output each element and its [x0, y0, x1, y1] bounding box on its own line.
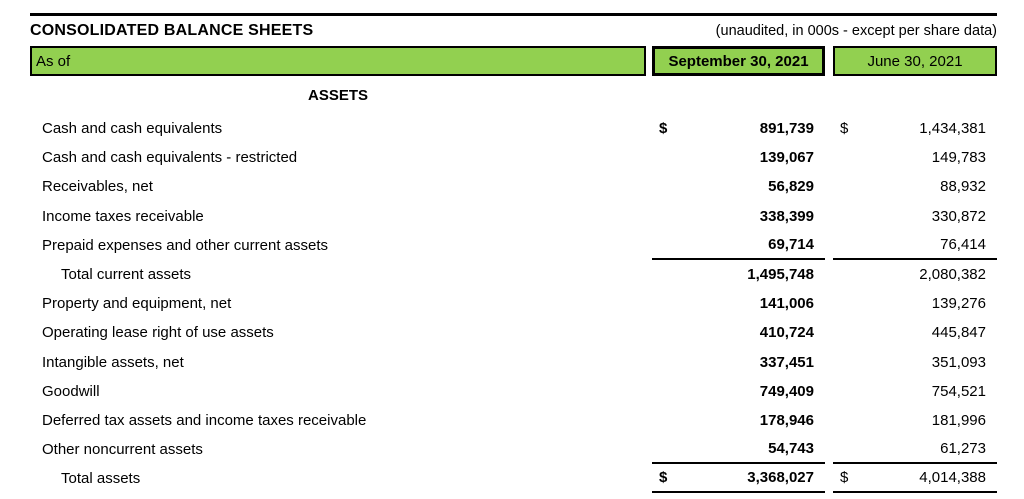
- value-june-cell: $1,434,381: [833, 114, 997, 143]
- row-label: Prepaid expenses and other current asset…: [42, 236, 329, 254]
- value-september-cell: $3,368,027: [652, 464, 825, 494]
- table-row: Prepaid expenses and other current asset…: [30, 231, 997, 260]
- dollar-sign: $: [659, 120, 668, 138]
- row-label: Total assets: [61, 470, 141, 488]
- table-header-row: As of September 30, 2021 June 30, 2021: [30, 46, 997, 76]
- value-june-cell: 2,080,382: [833, 260, 997, 289]
- row-label: Receivables, net: [42, 178, 153, 196]
- value-june: 88,932: [940, 178, 986, 196]
- value-june: 149,783: [931, 149, 986, 167]
- value-september: 410,724: [759, 324, 814, 342]
- value-june-cell: 61,273: [833, 435, 997, 465]
- table-row: Total assets $3,368,027 $4,014,388: [30, 464, 997, 494]
- value-june: 4,014,388: [919, 469, 986, 487]
- value-september-cell: 56,829: [652, 172, 825, 201]
- table-row: Deferred tax assets and income taxes rec…: [30, 406, 997, 435]
- value-june: 61,273: [940, 440, 986, 458]
- row-label: Total current assets: [61, 266, 192, 284]
- value-september-cell: 337,451: [652, 348, 825, 377]
- value-september: 1,495,748: [747, 266, 814, 284]
- header-column-september-30-2021: September 30, 2021: [652, 46, 825, 76]
- table-row: Cash and cash equivalents $891,739 $1,434,…: [30, 114, 997, 143]
- row-label: Cash and cash equivalents: [42, 120, 223, 138]
- value-june-cell: $4,014,388: [833, 464, 997, 494]
- dollar-sign: $: [840, 469, 849, 487]
- value-september-cell: 141,006: [652, 289, 825, 318]
- table-row: Cash and cash equivalents - restricted 13…: [30, 143, 997, 172]
- value-september: 139,067: [759, 149, 814, 167]
- value-june: 76,414: [940, 235, 986, 253]
- table-row: Goodwill 749,409 754,521: [30, 377, 997, 406]
- value-september-cell: 749,409: [652, 377, 825, 406]
- value-september-cell: 178,946: [652, 406, 825, 435]
- value-june-cell: 445,847: [833, 318, 997, 347]
- value-june: 351,093: [931, 353, 986, 371]
- assets-section-heading: ASSETS: [307, 86, 368, 104]
- dollar-sign: $: [659, 469, 668, 487]
- table-row: Total current assets 1,495,748 2,080,382: [30, 260, 997, 289]
- table-row: Other noncurrent assets 54,743 61,273: [30, 435, 997, 465]
- value-september: 337,451: [759, 353, 814, 371]
- table-row: Operating lease right of use assets 410,7…: [30, 318, 997, 347]
- value-september: 56,829: [768, 178, 814, 196]
- table-row: Income taxes receivable 338,399 330,872: [30, 202, 997, 231]
- value-september: 178,946: [759, 411, 814, 429]
- value-june-cell: 351,093: [833, 348, 997, 377]
- value-june-cell: 149,783: [833, 143, 997, 172]
- top-rule-divider: [30, 13, 997, 16]
- value-september-cell: 54,743: [652, 435, 825, 465]
- dollar-sign: $: [840, 120, 849, 138]
- value-september: 749,409: [759, 382, 814, 400]
- unaudited-note: (unaudited, in 000s - except per share d…: [715, 23, 997, 39]
- row-label: Cash and cash equivalents - restricted: [42, 149, 298, 167]
- value-june-cell: 181,996: [833, 406, 997, 435]
- value-september: 338,399: [759, 207, 814, 225]
- value-june: 139,276: [931, 295, 986, 313]
- header-column-june-30-2021: June 30, 2021: [833, 46, 997, 76]
- value-june: 1,434,381: [919, 120, 986, 138]
- value-september-cell: 410,724: [652, 318, 825, 347]
- table-row: Receivables, net 56,829 88,932: [30, 172, 997, 201]
- value-september-cell: 139,067: [652, 143, 825, 172]
- header-as-of: As of: [30, 46, 646, 76]
- value-september: 891,739: [759, 120, 814, 138]
- table-row: Property and equipment, net 141,006 139,27…: [30, 289, 997, 318]
- row-label: Property and equipment, net: [42, 295, 232, 313]
- table-body: Cash and cash equivalents $891,739 $1,434,…: [30, 114, 997, 494]
- row-label: Operating lease right of use assets: [42, 324, 274, 342]
- value-june-cell: 139,276: [833, 289, 997, 318]
- value-june: 2,080,382: [919, 266, 986, 284]
- assets-section-row: ASSETS: [30, 76, 997, 114]
- value-september-cell: 1,495,748: [652, 260, 825, 289]
- title-row: CONSOLIDATED BALANCE SHEETS (unaudited, …: [30, 16, 997, 46]
- row-label: Other noncurrent assets: [42, 441, 203, 459]
- value-september: 69,714: [768, 235, 814, 253]
- value-june-cell: 754,521: [833, 377, 997, 406]
- value-september: 3,368,027: [747, 469, 814, 487]
- row-label: Intangible assets, net: [42, 353, 184, 371]
- value-september-cell: 69,714: [652, 231, 825, 260]
- value-september-cell: $891,739: [652, 114, 825, 143]
- row-label: Income taxes receivable: [42, 207, 204, 225]
- value-june-cell: 88,932: [833, 172, 997, 201]
- value-june: 445,847: [931, 324, 986, 342]
- page-title: CONSOLIDATED BALANCE SHEETS: [30, 22, 314, 39]
- table-row: Intangible assets, net 337,451 351,093: [30, 348, 997, 377]
- value-september-cell: 338,399: [652, 202, 825, 231]
- value-june: 754,521: [931, 382, 986, 400]
- value-june-cell: 330,872: [833, 202, 997, 231]
- value-june: 330,872: [931, 207, 986, 225]
- value-june: 181,996: [931, 411, 986, 429]
- value-september: 141,006: [759, 295, 814, 313]
- value-june-cell: 76,414: [833, 231, 997, 260]
- row-label: Deferred tax assets and income taxes rec…: [42, 411, 367, 429]
- row-label: Goodwill: [42, 382, 100, 400]
- value-september: 54,743: [768, 440, 814, 458]
